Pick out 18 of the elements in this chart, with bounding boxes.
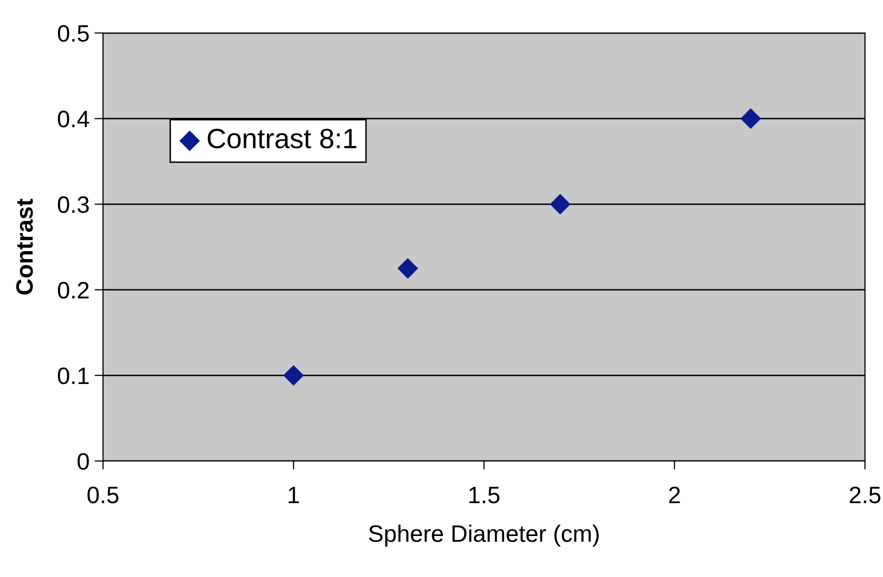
point [550,194,570,214]
y-tick-label: 0.1 [58,367,89,384]
x-tick-label: 2 [669,486,680,504]
y-tick-label: 0.2 [58,282,89,299]
point [740,108,761,129]
y-tick-label: 0.4 [58,110,90,128]
x-tick-label: 1.5 [469,486,500,504]
y-tick-label: 0.3 [58,196,89,213]
x-tick-label: 2.5 [850,486,880,504]
x-axis-title: Sphere Diameter (cm) [368,524,599,547]
y-tick-label: 0.5 [58,25,89,42]
legend-label: Contrast 8:1 [208,128,356,148]
x-tick-label: 0.5 [88,486,118,504]
y-axis-title: Contrast [16,198,33,295]
point [283,365,304,386]
point [398,258,418,279]
y-tick-label: 0 [78,453,89,470]
x-tick-label: 1 [288,486,299,504]
